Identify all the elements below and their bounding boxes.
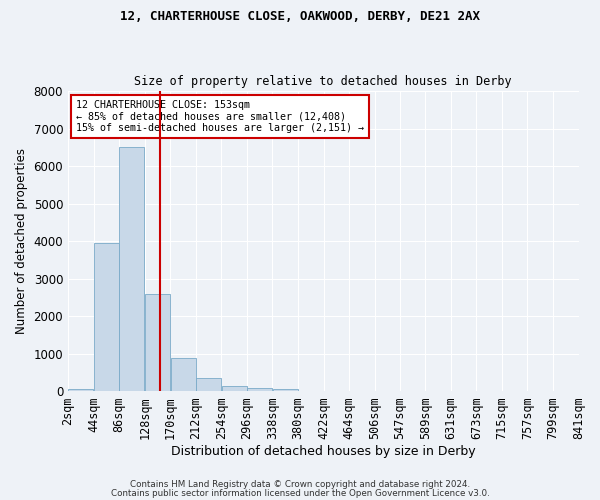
Bar	[247, 388, 272, 392]
Bar	[196, 378, 221, 392]
Text: 12, CHARTERHOUSE CLOSE, OAKWOOD, DERBY, DE21 2AX: 12, CHARTERHOUSE CLOSE, OAKWOOD, DERBY, …	[120, 10, 480, 23]
Bar	[221, 386, 247, 392]
Title: Size of property relative to detached houses in Derby: Size of property relative to detached ho…	[134, 76, 512, 88]
Bar	[145, 294, 170, 392]
Text: Contains HM Land Registry data © Crown copyright and database right 2024.: Contains HM Land Registry data © Crown c…	[130, 480, 470, 489]
Y-axis label: Number of detached properties: Number of detached properties	[15, 148, 28, 334]
Bar	[119, 148, 145, 392]
X-axis label: Distribution of detached houses by size in Derby: Distribution of detached houses by size …	[171, 444, 476, 458]
Bar	[68, 390, 93, 392]
Text: 12 CHARTERHOUSE CLOSE: 153sqm
← 85% of detached houses are smaller (12,408)
15% : 12 CHARTERHOUSE CLOSE: 153sqm ← 85% of d…	[76, 100, 364, 134]
Bar	[94, 243, 119, 392]
Bar	[170, 358, 196, 392]
Bar	[273, 390, 298, 392]
Text: Contains public sector information licensed under the Open Government Licence v3: Contains public sector information licen…	[110, 488, 490, 498]
